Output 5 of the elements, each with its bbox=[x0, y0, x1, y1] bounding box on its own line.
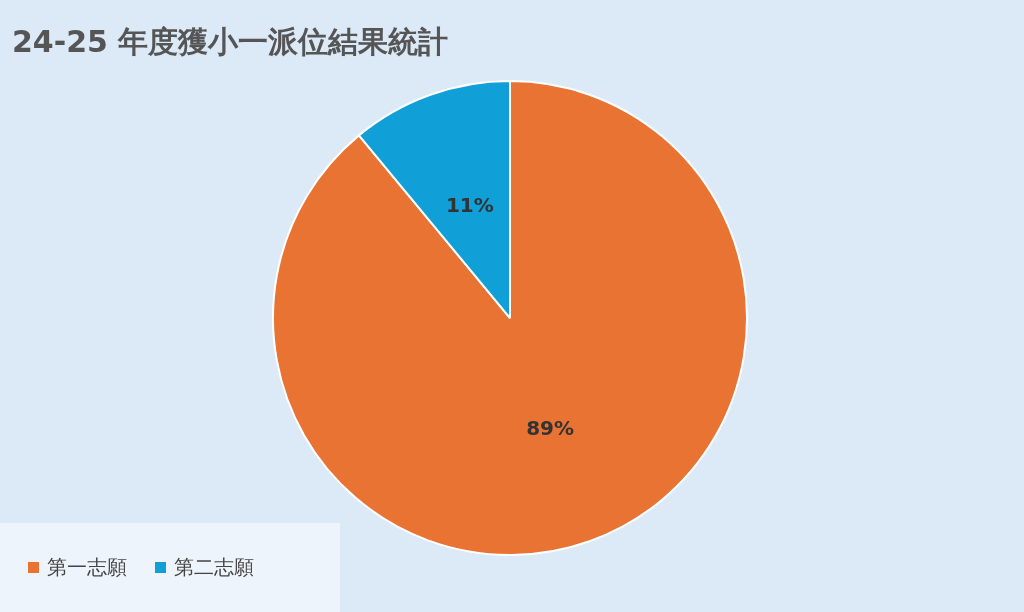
chart-title: 24-25 年度獲小一派位結果統計 bbox=[12, 23, 449, 61]
legend-label: 第一志願 bbox=[47, 554, 127, 581]
data-label: 89% bbox=[526, 415, 575, 440]
legend-label: 第二志願 bbox=[174, 554, 254, 581]
data-label: 11% bbox=[445, 192, 494, 217]
